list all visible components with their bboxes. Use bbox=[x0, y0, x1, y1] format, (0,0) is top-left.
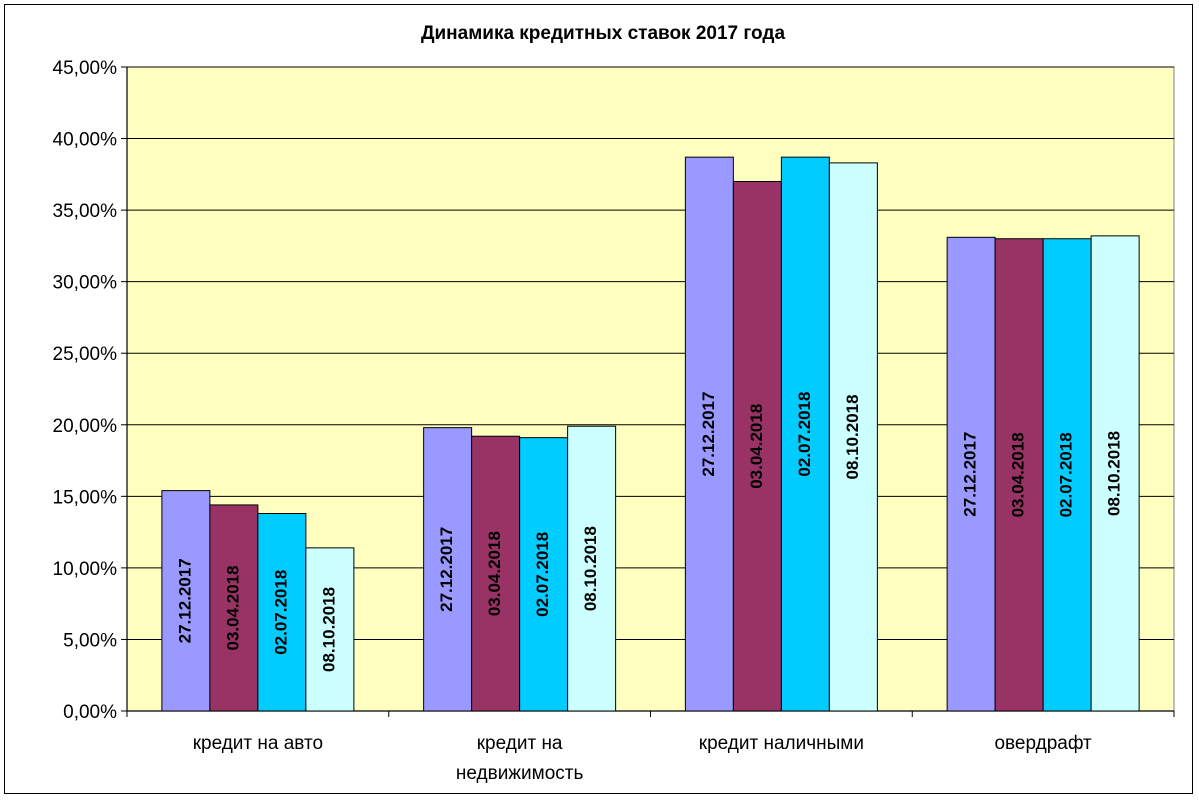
y-tick-label: 35,00% bbox=[53, 201, 118, 222]
x-category-label-line: кредит на авто bbox=[193, 733, 323, 754]
bar-data-label: 27.12.2017 bbox=[961, 432, 980, 517]
bar-data-label: 03.04.2018 bbox=[223, 565, 242, 650]
bar bbox=[305, 547, 355, 712]
y-tick-label: 30,00% bbox=[53, 273, 118, 294]
bar bbox=[471, 435, 521, 712]
bar bbox=[209, 504, 259, 712]
bar-data-label: 08.10.2018 bbox=[1105, 431, 1124, 516]
x-category-label: кредит на недвижимость bbox=[456, 733, 584, 784]
bar-data-label: 02.07.2018 bbox=[1057, 432, 1076, 517]
y-tick-label: 20,00% bbox=[53, 416, 118, 437]
bar bbox=[946, 236, 996, 712]
bar-data-label: 03.04.2018 bbox=[747, 404, 766, 489]
x-category-label: кредит наличными bbox=[699, 733, 864, 754]
bar-data-label: 02.07.2018 bbox=[533, 532, 552, 617]
x-category-label-line: кредит на bbox=[477, 733, 563, 754]
chart-title: Динамика кредитных ставок 2017 года bbox=[421, 23, 786, 44]
bar-data-label: 27.12.2017 bbox=[175, 558, 194, 643]
y-tick-label: 5,00% bbox=[63, 630, 117, 651]
bar bbox=[684, 156, 734, 712]
bar bbox=[519, 437, 569, 712]
chart-frame: Динамика кредитных ставок 2017 года 0,00… bbox=[4, 4, 1193, 794]
bar-data-label: 27.12.2017 bbox=[699, 392, 718, 477]
bar-data-label: 02.07.2018 bbox=[795, 392, 814, 477]
bar-data-label: 27.12.2017 bbox=[437, 527, 456, 612]
bar-data-label: 08.10.2018 bbox=[581, 526, 600, 611]
bar bbox=[994, 238, 1044, 712]
x-category-label-line: недвижимость bbox=[456, 763, 584, 784]
bar-chart: Динамика кредитных ставок 2017 года 0,00… bbox=[53, 23, 1175, 784]
bar-data-label: 08.10.2018 bbox=[319, 587, 338, 672]
y-tick-label: 40,00% bbox=[53, 130, 118, 151]
x-category-label: кредит на авто bbox=[193, 733, 323, 754]
y-tick-label: 45,00% bbox=[53, 58, 118, 79]
bar bbox=[257, 513, 307, 712]
bar bbox=[567, 425, 617, 712]
bar bbox=[780, 156, 830, 712]
bar bbox=[423, 427, 473, 712]
bar-data-label: 03.04.2018 bbox=[1009, 432, 1028, 517]
bar bbox=[161, 490, 211, 712]
bar-data-label: 08.10.2018 bbox=[843, 394, 862, 479]
bar bbox=[828, 162, 878, 712]
bar-data-label: 02.07.2018 bbox=[271, 570, 290, 655]
y-tick-label: 10,00% bbox=[53, 559, 118, 580]
x-category-label-line: кредит наличными bbox=[699, 733, 864, 754]
bar bbox=[1090, 235, 1140, 712]
x-category-label: овердрафт bbox=[994, 733, 1092, 754]
x-category-label-line: овердрафт bbox=[994, 733, 1092, 754]
bar-data-label: 03.04.2018 bbox=[485, 531, 504, 616]
y-tick-label: 15,00% bbox=[53, 487, 118, 508]
bar bbox=[1042, 238, 1092, 712]
y-tick-label: 0,00% bbox=[63, 702, 117, 723]
y-tick-label: 25,00% bbox=[53, 344, 118, 365]
bar bbox=[732, 180, 782, 712]
